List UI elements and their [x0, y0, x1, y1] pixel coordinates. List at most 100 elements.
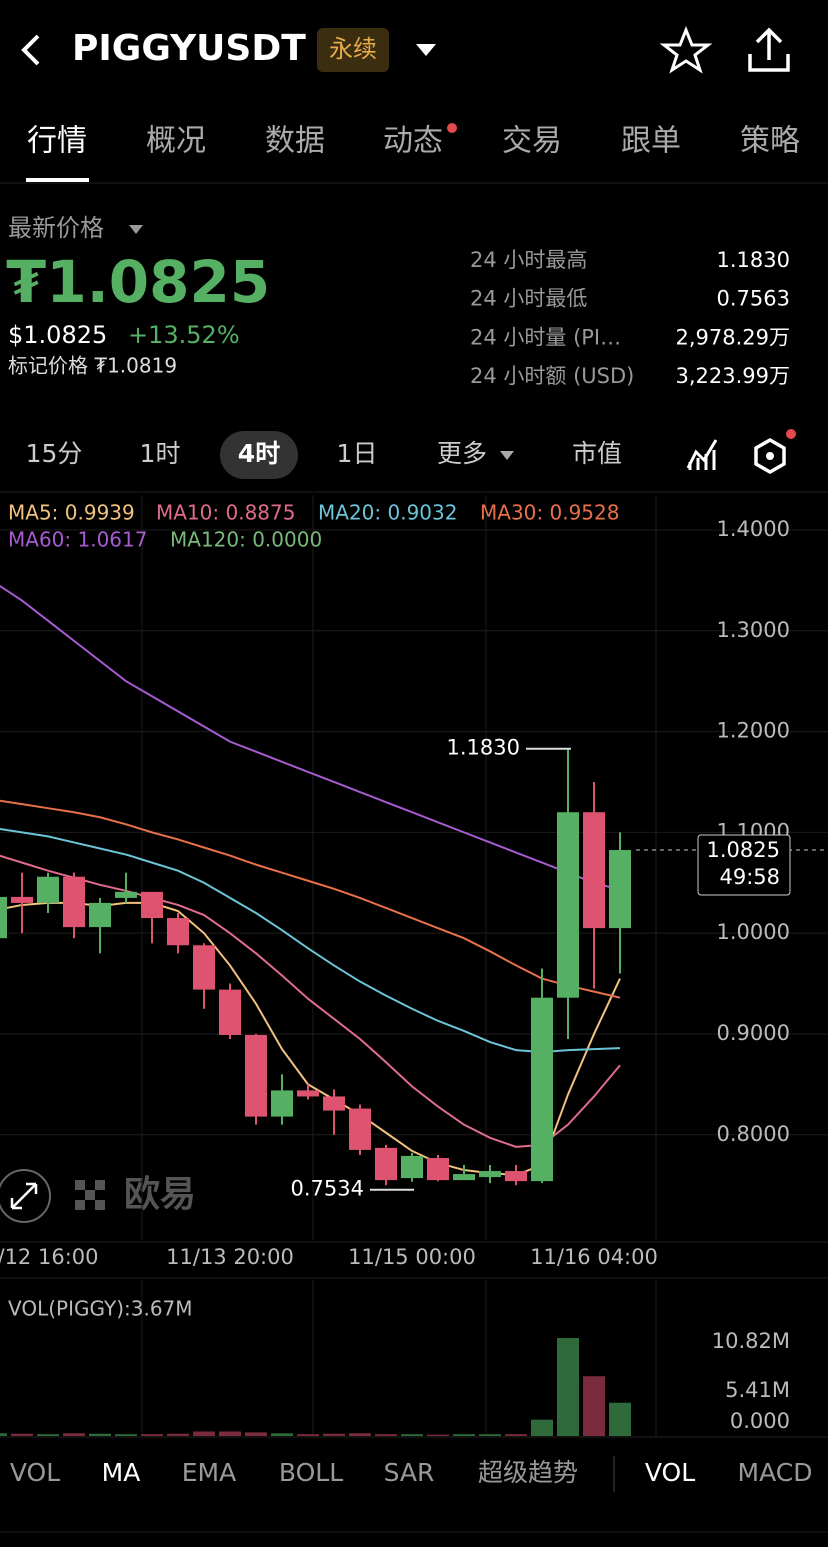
price-dropdown[interactable]	[129, 225, 143, 234]
candle-body	[167, 918, 189, 946]
share[interactable]	[748, 27, 790, 72]
interval-active-bg	[220, 431, 298, 479]
volume-bar	[401, 1434, 423, 1436]
candle-body	[453, 1174, 475, 1181]
interval[interactable]: 1时	[140, 439, 181, 468]
legend-entry: MA20: 0.9032	[318, 501, 457, 525]
y-tick-label: 1.0000	[717, 920, 790, 944]
chart: 0.80000.90001.00001.10001.20001.30001.40…	[0, 495, 828, 1436]
tab[interactable]: 跟单	[621, 124, 681, 159]
volume-bar	[271, 1433, 293, 1436]
candle-body	[323, 1096, 345, 1111]
candle-body	[193, 945, 215, 990]
expand-icon	[10, 1182, 38, 1210]
volume-bar	[89, 1433, 111, 1436]
x-tick-label: /12 16:00	[0, 1245, 99, 1269]
indicator-tab[interactable]: EMA	[182, 1458, 236, 1487]
volume-bar	[141, 1434, 163, 1436]
price-label: 最新价格	[8, 214, 104, 242]
volume-bar	[37, 1434, 59, 1436]
y-tick-label: 0.8000	[717, 1122, 790, 1146]
legend-entry: MA120: 0.0000	[170, 528, 322, 552]
volume-bar	[323, 1433, 345, 1436]
tab-underline	[26, 178, 89, 182]
interval[interactable]: 15分	[26, 439, 83, 468]
candle-body	[219, 989, 241, 1035]
tab[interactable]: 数据	[265, 124, 325, 159]
indicator-tab[interactable]: BOLL	[279, 1458, 343, 1487]
indicator-tab[interactable]: 超级趋势	[478, 1458, 578, 1487]
indicator-tab[interactable]: MA	[102, 1458, 141, 1487]
tab[interactable]: 交易	[502, 124, 562, 159]
interval[interactable]: 1日	[337, 439, 378, 468]
candle-body	[505, 1171, 527, 1182]
volume-bar	[349, 1433, 371, 1436]
favorite[interactable]	[659, 25, 713, 74]
settings-notice	[786, 429, 796, 439]
candle-body	[0, 896, 7, 939]
candle-body	[297, 1090, 319, 1097]
tab[interactable]: 行情	[27, 124, 87, 159]
tab[interactable]: 策略	[740, 124, 800, 159]
settings-icon[interactable]	[754, 437, 786, 475]
volume-bar	[193, 1431, 215, 1436]
tab[interactable]: 概况	[146, 124, 206, 159]
ma-line	[0, 584, 621, 891]
volume-bar	[557, 1338, 579, 1436]
candle-body	[89, 902, 111, 928]
candle-body	[11, 896, 33, 903]
tab[interactable]: 动态	[383, 124, 443, 159]
y-tick-label: 1.3000	[717, 618, 790, 642]
back-button[interactable]	[21, 34, 40, 66]
indicator-tab[interactable]: VOL	[10, 1458, 60, 1487]
candle-body	[583, 812, 605, 929]
candle-body	[401, 1155, 423, 1179]
candle-body	[531, 997, 553, 1182]
badge: 永续	[329, 35, 377, 63]
indicator-tab[interactable]: VOL	[645, 1458, 695, 1487]
candle-body	[271, 1090, 293, 1117]
candle-body	[375, 1147, 397, 1181]
volume-bar	[479, 1434, 501, 1436]
stat-value: 3,223.99万	[675, 364, 790, 388]
stat-value: 0.7563	[717, 287, 790, 311]
last-price: ₮1.0825	[6, 248, 270, 316]
candle-body	[557, 812, 579, 998]
usd-price: $1.0825	[8, 321, 107, 349]
interval[interactable]: 更多	[437, 439, 487, 468]
volume-bar	[609, 1402, 631, 1436]
candle-body	[427, 1157, 449, 1181]
indicator-tab[interactable]: MACD	[738, 1458, 813, 1487]
low-marker: 0.7534	[291, 1177, 364, 1201]
price-tag-value: 1.0825	[707, 838, 780, 862]
symbol-title: PIGGYUSDT	[72, 28, 306, 69]
candle-body	[141, 891, 163, 919]
volume-bar	[453, 1434, 475, 1436]
volume-bar	[583, 1376, 605, 1436]
interval[interactable]: 市值	[572, 439, 622, 468]
legend-entry: MA5: 0.9939	[8, 501, 135, 525]
dropdown[interactable]	[416, 44, 436, 56]
notice-dot	[447, 123, 457, 133]
volume-bar	[115, 1434, 137, 1436]
candle-body	[63, 876, 85, 928]
logo-mark	[75, 1180, 105, 1210]
volume-tick-label: 10.82M	[712, 1329, 790, 1353]
candle-body	[37, 876, 59, 903]
ma-line	[0, 854, 621, 1148]
volume-bar	[297, 1434, 319, 1436]
volume-bar	[167, 1433, 189, 1436]
more-dropdown[interactable]	[500, 451, 514, 460]
x-tick-label: 11/13 20:00	[166, 1245, 294, 1269]
price-tag	[697, 834, 791, 896]
indicator-icon[interactable]	[686, 439, 718, 470]
interval[interactable]: 4时	[238, 439, 280, 468]
indicator-tab[interactable]: SAR	[384, 1458, 435, 1487]
volume-tick-label: 5.41M	[725, 1378, 790, 1402]
x-tick-label: 11/15 00:00	[348, 1245, 476, 1269]
volume-bar	[245, 1432, 267, 1436]
stat-value: 2,978.29万	[675, 325, 790, 349]
legend-entry: MA10: 0.8875	[156, 501, 295, 525]
